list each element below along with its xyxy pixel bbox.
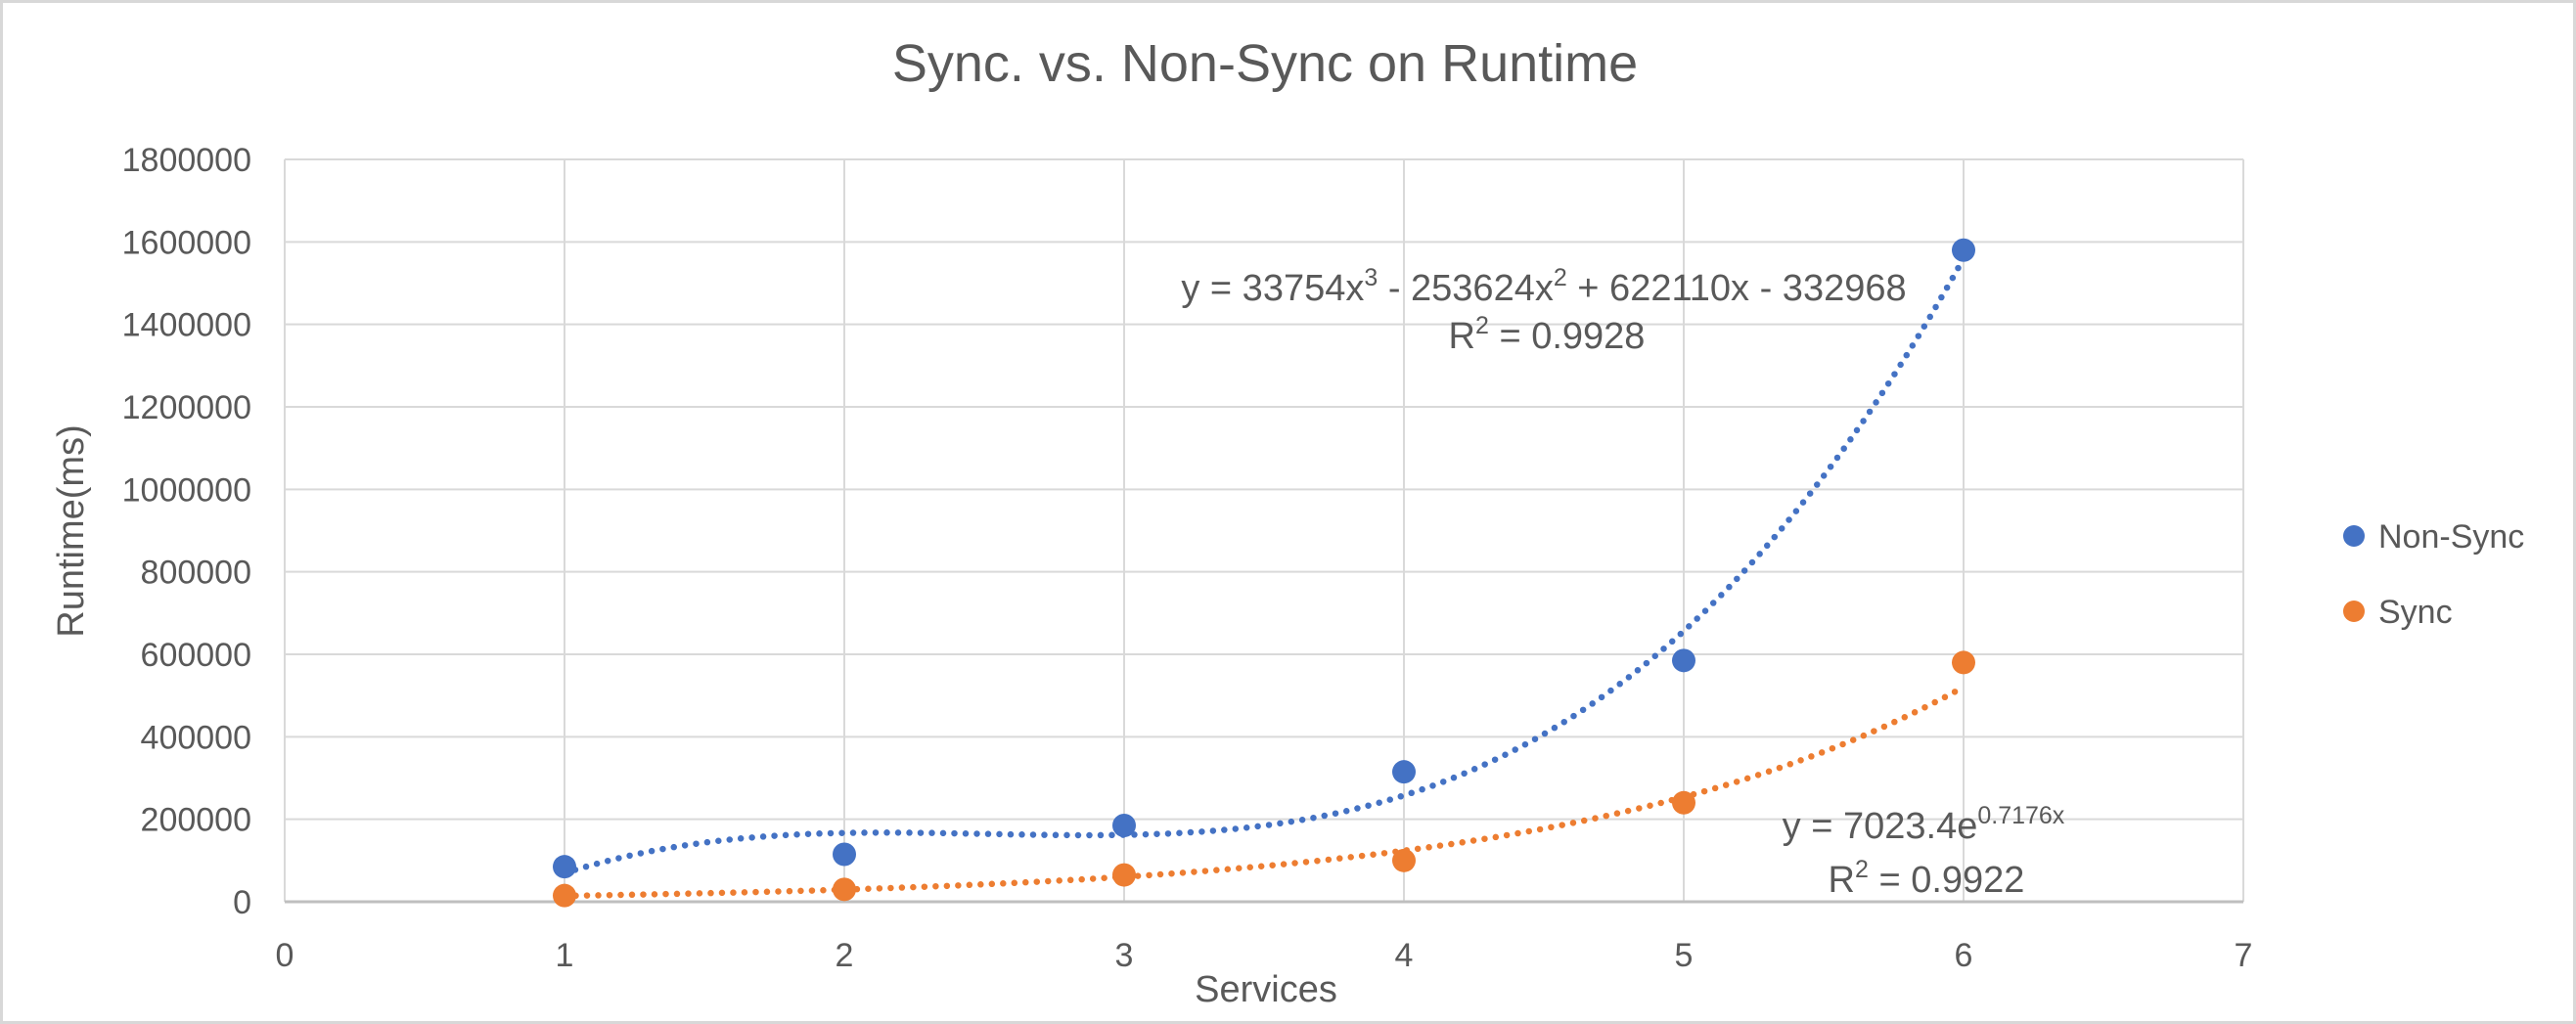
y-tick-label: 400000 xyxy=(141,719,251,756)
data-point-sync xyxy=(1952,650,1975,675)
chart-title: Sync. vs. Non-Sync on Runtime xyxy=(892,34,1638,93)
y-axis-title: Runtime(ms) xyxy=(51,424,92,637)
data-point-non-sync xyxy=(1672,648,1695,673)
trendline-sync xyxy=(561,684,1967,900)
legend-item-non-sync: Non-Sync xyxy=(2343,518,2524,556)
axis-tick-labels: 0 1 2 3 4 5 6 7 0 200000 400000 600000 800000 1000000… xyxy=(122,142,2253,974)
y-tick-label: 1600000 xyxy=(122,224,251,261)
y-tick-label: 800000 xyxy=(141,555,251,592)
y-tick-label: 1000000 xyxy=(122,471,251,509)
legend-marker-sync xyxy=(2343,601,2365,622)
y-tick-label: 1200000 xyxy=(122,389,251,426)
data-point-non-sync xyxy=(553,855,576,879)
x-tick-label: 4 xyxy=(1395,937,1414,974)
data-point-sync xyxy=(1112,863,1136,887)
legend: Non-Sync Sync xyxy=(2343,518,2524,631)
trendline-r2-sync: R2 = 0.9922 xyxy=(1829,856,2025,901)
trendline-equation-sync: y = 7023.4e0.7176x xyxy=(1783,802,2065,847)
legend-marker-non-sync xyxy=(2343,525,2365,547)
grid-layer xyxy=(284,158,2244,904)
data-point-sync xyxy=(553,883,576,908)
data-point-non-sync xyxy=(1952,238,1975,262)
x-tick-label: 2 xyxy=(836,937,854,974)
x-axis-title: Services xyxy=(1195,969,1337,1010)
data-point-sync xyxy=(1392,848,1416,872)
trendline-non-sync xyxy=(561,254,1967,877)
data-point-sync xyxy=(833,877,856,902)
x-tick-label: 6 xyxy=(1955,937,1973,974)
y-tick-label: 600000 xyxy=(141,637,251,674)
series-layer: y = 33754x3 - 253624x2 + 622110x - 33296… xyxy=(553,238,2065,908)
trendline-r2-non-sync: R2 = 0.9928 xyxy=(1449,312,1646,357)
y-tick-label: 0 xyxy=(233,884,251,921)
data-point-non-sync xyxy=(833,842,856,867)
legend-label-sync: Sync xyxy=(2378,594,2453,631)
x-tick-label: 5 xyxy=(1675,937,1694,974)
chart-canvas: Sync. vs. Non-Sync on Runtime Services R… xyxy=(51,34,2524,1010)
legend-label-non-sync: Non-Sync xyxy=(2378,518,2524,556)
y-tick-label: 200000 xyxy=(141,802,251,839)
data-point-sync xyxy=(1672,790,1695,815)
y-tick-label: 1800000 xyxy=(122,142,251,179)
x-tick-label: 3 xyxy=(1115,937,1134,974)
trendline-equation-non-sync: y = 33754x3 - 253624x2 + 622110x - 33296… xyxy=(1181,264,1906,309)
legend-item-sync: Sync xyxy=(2343,594,2453,631)
data-point-non-sync xyxy=(1392,760,1416,784)
x-tick-label: 1 xyxy=(556,937,574,974)
data-point-non-sync xyxy=(1112,813,1136,837)
x-tick-label: 7 xyxy=(2235,937,2253,974)
y-tick-label: 1400000 xyxy=(122,307,251,344)
x-tick-label: 0 xyxy=(276,937,294,974)
